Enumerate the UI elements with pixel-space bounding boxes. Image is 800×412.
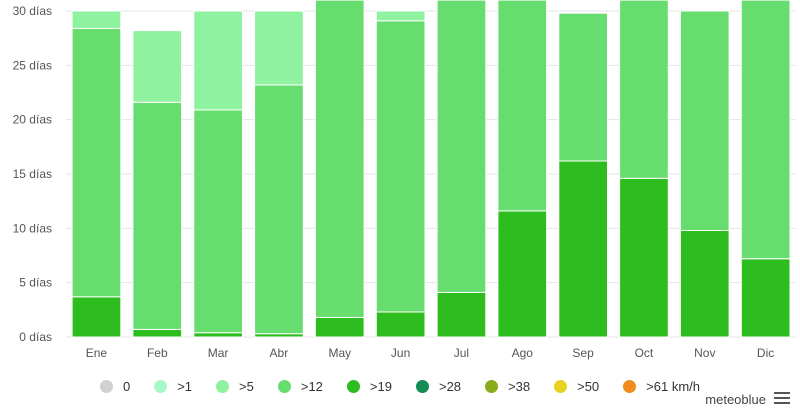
bar-stack-jul[interactable] <box>436 0 487 338</box>
x-tick-label: Feb <box>147 346 168 360</box>
bar-segment-gt5[interactable] <box>375 10 426 22</box>
bar-segment-gt12[interactable] <box>132 101 183 330</box>
legend-dot-icon <box>346 379 360 393</box>
bar-stack-dic[interactable] <box>740 0 791 338</box>
bar-segment-gt5[interactable] <box>132 30 183 103</box>
bar-stack-feb[interactable] <box>132 30 183 338</box>
x-tick-label: Nov <box>694 346 715 360</box>
bar-segment-gt12[interactable] <box>254 84 304 335</box>
y-tick-label: 25 días <box>13 58 52 72</box>
legend-item[interactable]: >38 <box>485 379 530 394</box>
bar-segment-gt12[interactable] <box>193 109 244 334</box>
bar-segment-gt12[interactable] <box>740 0 791 260</box>
x-tick-label: Jun <box>391 346 410 360</box>
x-tick-label: Jul <box>454 346 469 360</box>
bar-segment-gt12[interactable] <box>619 0 669 179</box>
bar-segment-gt5[interactable] <box>193 10 244 111</box>
x-tick-label: Dic <box>757 346 774 360</box>
bar-stack-nov[interactable] <box>679 10 730 338</box>
legend-dot-icon <box>554 379 568 393</box>
legend-dot-icon <box>623 379 637 393</box>
bar-stack-jun[interactable] <box>375 10 426 338</box>
bar-segment-gt12[interactable] <box>436 0 487 293</box>
y-tick-label: 10 días <box>13 221 52 235</box>
x-tick-label: Sep <box>572 346 594 360</box>
legend-item[interactable]: >1 <box>154 379 192 394</box>
x-tick-label: Abr <box>270 346 289 360</box>
legend-item[interactable]: >61 km/h <box>623 379 700 394</box>
x-tick-label: Ene <box>86 346 108 360</box>
y-tick-label: 20 días <box>13 113 52 127</box>
bar-segment-gt19[interactable] <box>436 291 487 338</box>
bar-segment-gt19[interactable] <box>679 230 730 338</box>
y-tick-label: 15 días <box>13 167 52 181</box>
hamburger-menu-icon[interactable] <box>774 392 790 404</box>
bar-segment-gt12[interactable] <box>314 0 365 318</box>
x-tick-label: Oct <box>635 346 654 360</box>
legend-item[interactable]: >28 <box>415 378 462 394</box>
bar-segment-gt12[interactable] <box>497 0 548 212</box>
bar-segment-gt5[interactable] <box>254 10 304 86</box>
legend-item[interactable]: >50 <box>554 379 599 394</box>
bar-segment-gt19[interactable] <box>71 296 122 338</box>
grid-lines <box>66 10 796 338</box>
y-tick-label: 0 días <box>19 330 52 344</box>
bar-segment-gt19[interactable] <box>497 210 548 338</box>
bar-segment-gt19[interactable] <box>314 316 365 338</box>
bar-segment-gt12[interactable] <box>679 10 730 231</box>
bar-segment-gt19[interactable] <box>619 177 669 338</box>
bar-segment-gt19[interactable] <box>375 311 426 338</box>
legend-label: >50 <box>577 378 600 394</box>
legend-dot-icon <box>154 379 168 393</box>
legend-dot-icon <box>277 379 291 393</box>
legend-label: >19 <box>369 378 392 394</box>
bar-segment-gt19[interactable] <box>193 332 244 338</box>
legend-label: >38 <box>508 378 531 394</box>
legend-item[interactable]: 0 <box>99 378 131 394</box>
bar-stack-mar[interactable] <box>193 10 244 338</box>
legend-dot-icon <box>99 379 113 393</box>
legend-dot-icon <box>216 379 230 393</box>
bars <box>71 0 791 338</box>
bar-segment-gt12[interactable] <box>375 20 426 313</box>
legend-item[interactable]: >12 <box>277 378 323 394</box>
bar-stack-may[interactable] <box>314 0 365 338</box>
legend-label: >61 km/h <box>646 378 701 394</box>
bar-stack-sep[interactable] <box>558 12 608 338</box>
legend-label: >5 <box>239 378 254 394</box>
x-axis-ticks: Ene Feb Mar Abr May Jun Jul Ago Sep Oct Nov Dic <box>86 346 775 360</box>
bar-stack-ene[interactable] <box>71 10 122 338</box>
bar-segment-gt19[interactable] <box>558 160 608 338</box>
brand-label: meteoblue <box>705 392 766 407</box>
legend-dot-icon <box>415 379 429 393</box>
bar-segment-gt12[interactable] <box>71 27 122 298</box>
legend-item[interactable]: >19 <box>346 378 392 394</box>
x-tick-label: May <box>328 346 351 360</box>
bar-segment-gt19[interactable] <box>740 258 791 338</box>
bar-segment-gt12[interactable] <box>558 12 608 162</box>
x-tick-label: Mar <box>208 346 229 360</box>
y-tick-label: 30 días <box>13 4 52 18</box>
y-tick-label: 5 días <box>19 276 52 290</box>
legend-label: 0 <box>122 378 131 394</box>
legend: 0 >1 >5 >12 >19 >28 >38 >50 >61 km/h <box>0 376 800 396</box>
bar-segment-gt5[interactable] <box>71 10 122 29</box>
legend-label: >28 <box>438 378 462 394</box>
legend-label: >1 <box>177 378 193 394</box>
bar-stack-oct[interactable] <box>619 0 669 338</box>
legend-item[interactable]: >5 <box>216 379 254 394</box>
x-tick-label: Ago <box>512 346 534 360</box>
bar-segment-gt19[interactable] <box>132 328 183 338</box>
bar-stack-ago[interactable] <box>497 0 548 338</box>
legend-label: >12 <box>300 378 323 394</box>
legend-dot-icon <box>485 379 499 393</box>
bar-stack-abr[interactable] <box>254 10 304 338</box>
y-axis-ticks: 0 días 5 días 10 días 15 días 20 días 25 días… <box>13 4 52 344</box>
